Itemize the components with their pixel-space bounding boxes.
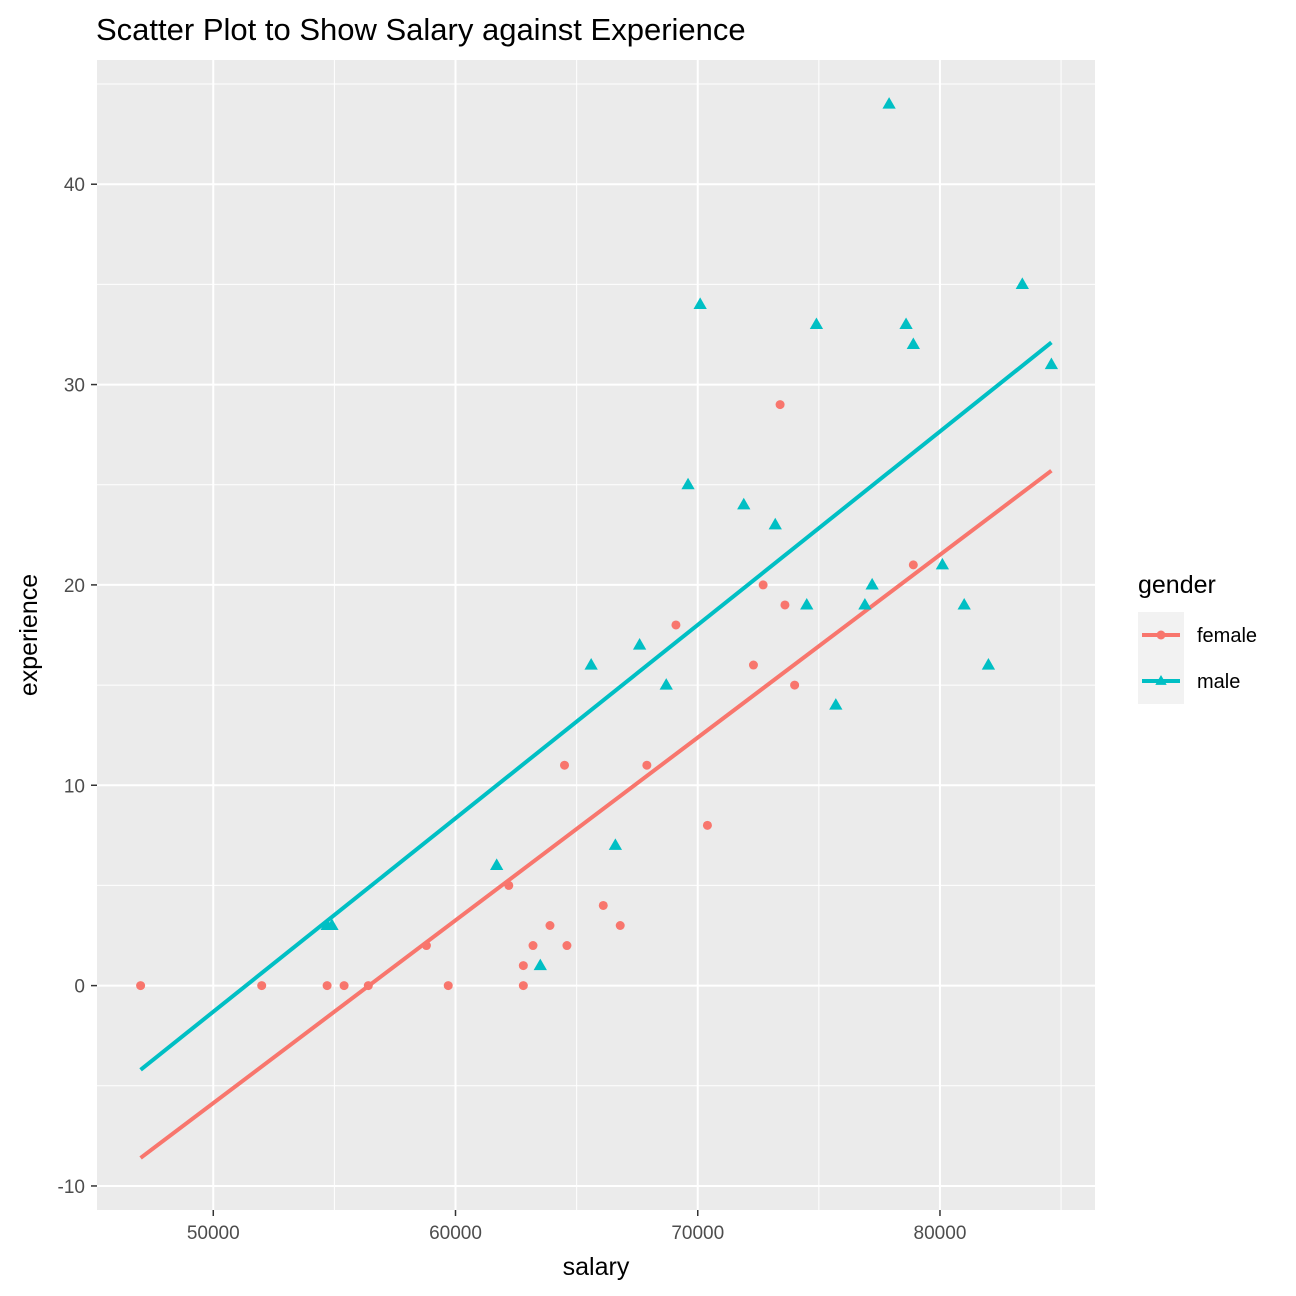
chart-title: Scatter Plot to Show Salary against Expe… xyxy=(96,12,746,47)
female-fit-line xyxy=(139,469,1053,1160)
male-point xyxy=(800,597,814,610)
legend-label-male: male xyxy=(1197,671,1240,693)
female-point xyxy=(615,921,625,931)
female-point xyxy=(908,560,918,570)
data-points xyxy=(136,97,1059,991)
y-axis-title: experience xyxy=(15,574,43,696)
male-point xyxy=(768,517,782,530)
female-point xyxy=(562,941,572,951)
male-point xyxy=(957,597,971,610)
female-point xyxy=(322,981,332,991)
female-point xyxy=(780,600,790,610)
x-tick-label: 80000 xyxy=(914,1223,967,1244)
female-point xyxy=(545,921,555,931)
female-point xyxy=(504,880,514,890)
male-point xyxy=(533,958,547,971)
female-point xyxy=(518,961,528,971)
y-tick-label: 40 xyxy=(64,175,85,196)
female-point xyxy=(790,680,800,690)
male-point xyxy=(882,97,896,109)
male-point xyxy=(608,838,623,850)
male-point xyxy=(809,317,824,330)
legend-title: gender xyxy=(1138,571,1216,599)
x-axis-ticks: 50000 60000 70000 80000 xyxy=(187,1210,967,1244)
male-fit-line xyxy=(139,340,1053,1072)
male-point xyxy=(632,638,647,650)
female-point xyxy=(758,580,768,590)
male-point xyxy=(659,678,673,690)
x-tick-label: 60000 xyxy=(429,1223,482,1244)
female-point xyxy=(702,820,712,830)
x-tick-label: 50000 xyxy=(187,1223,240,1244)
male-point xyxy=(906,337,920,350)
x-axis-title: salary xyxy=(563,1253,630,1281)
female-point xyxy=(339,981,349,991)
legend: gender female male xyxy=(1138,571,1257,704)
male-point xyxy=(325,918,339,931)
y-tick-label: -10 xyxy=(58,1177,85,1198)
y-tick-label: 20 xyxy=(64,576,85,597)
y-tick-label: 0 xyxy=(74,977,85,998)
female-point xyxy=(560,760,570,770)
male-point xyxy=(865,577,879,590)
male-point xyxy=(490,858,504,870)
male-point xyxy=(693,297,707,309)
male-point xyxy=(935,557,950,570)
female-point xyxy=(775,400,785,410)
female-point xyxy=(671,620,681,630)
y-axis-ticks: -10 0 10 20 30 40 xyxy=(58,175,97,1198)
male-point xyxy=(829,698,843,710)
female-point xyxy=(748,660,758,670)
female-point xyxy=(421,941,431,951)
x-tick-label: 70000 xyxy=(671,1223,724,1244)
male-point xyxy=(1015,277,1029,289)
female-point xyxy=(136,981,146,991)
y-tick-label: 10 xyxy=(64,776,85,797)
female-point xyxy=(642,760,652,770)
female-point xyxy=(598,900,608,910)
female-point xyxy=(528,941,538,951)
legend-label-female: female xyxy=(1197,625,1257,647)
female-point xyxy=(518,981,528,991)
fit-lines xyxy=(139,340,1053,1160)
male-point xyxy=(1044,357,1059,370)
male-point xyxy=(681,477,695,490)
plot-panel xyxy=(97,60,1095,1210)
y-tick-label: 30 xyxy=(64,376,85,397)
male-point xyxy=(737,497,751,510)
legend-key-marker xyxy=(1155,675,1167,685)
minor-gridlines xyxy=(97,60,1095,1210)
female-point xyxy=(363,981,373,991)
male-point xyxy=(899,317,913,330)
female-point xyxy=(443,981,453,991)
female-point xyxy=(257,981,267,991)
legend-key-marker xyxy=(1156,630,1166,640)
male-point xyxy=(981,658,996,670)
male-point xyxy=(858,597,872,610)
male-point xyxy=(584,658,598,670)
